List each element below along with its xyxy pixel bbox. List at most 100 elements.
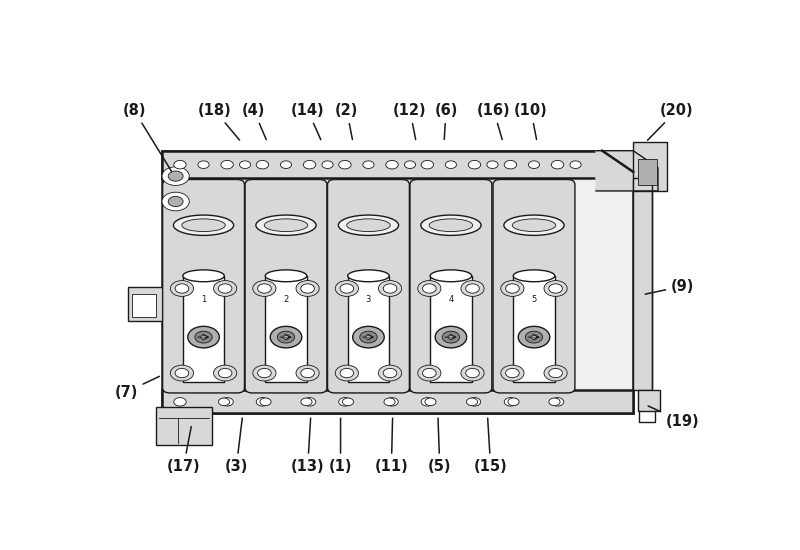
Ellipse shape — [429, 219, 473, 232]
Text: (5): (5) — [428, 418, 451, 474]
Circle shape — [353, 326, 384, 348]
FancyBboxPatch shape — [410, 179, 492, 393]
Circle shape — [384, 398, 395, 406]
Circle shape — [270, 326, 302, 348]
Text: (4): (4) — [242, 103, 266, 140]
Circle shape — [221, 161, 234, 169]
Circle shape — [386, 161, 398, 169]
Circle shape — [421, 161, 434, 169]
Circle shape — [174, 398, 186, 406]
Circle shape — [214, 365, 237, 381]
Circle shape — [466, 368, 479, 378]
Text: (17): (17) — [167, 427, 201, 474]
Circle shape — [239, 161, 250, 168]
Ellipse shape — [264, 219, 308, 232]
Circle shape — [549, 284, 562, 293]
Circle shape — [301, 398, 312, 406]
FancyBboxPatch shape — [493, 179, 575, 393]
Ellipse shape — [182, 219, 226, 232]
Circle shape — [214, 280, 237, 296]
Circle shape — [551, 161, 564, 169]
Circle shape — [529, 161, 539, 168]
Circle shape — [501, 280, 524, 296]
Circle shape — [466, 398, 478, 406]
Circle shape — [175, 368, 189, 378]
Bar — [514, 276, 554, 382]
Circle shape — [168, 171, 183, 181]
Text: 2: 2 — [283, 295, 289, 304]
Text: (7): (7) — [114, 376, 159, 400]
Circle shape — [418, 280, 441, 296]
Circle shape — [301, 284, 314, 293]
Circle shape — [506, 368, 519, 378]
Circle shape — [448, 335, 454, 339]
Circle shape — [303, 161, 316, 169]
Circle shape — [425, 398, 436, 406]
Circle shape — [466, 284, 479, 293]
Circle shape — [360, 331, 377, 343]
Bar — [634, 142, 667, 191]
FancyBboxPatch shape — [327, 179, 410, 393]
Circle shape — [335, 280, 358, 296]
Circle shape — [461, 365, 484, 381]
Circle shape — [442, 331, 459, 343]
Circle shape — [256, 398, 269, 406]
Circle shape — [218, 398, 230, 406]
Circle shape — [549, 398, 560, 406]
Circle shape — [378, 280, 402, 296]
Circle shape — [283, 335, 289, 339]
Bar — [182, 276, 224, 382]
Circle shape — [468, 398, 481, 406]
Circle shape — [174, 161, 186, 169]
Circle shape — [570, 161, 581, 168]
Circle shape — [221, 398, 234, 406]
Text: (13): (13) — [291, 418, 325, 474]
Ellipse shape — [256, 215, 316, 235]
Circle shape — [218, 284, 232, 293]
Circle shape — [544, 365, 567, 381]
Bar — [348, 276, 390, 382]
Text: (10): (10) — [514, 103, 548, 140]
Circle shape — [508, 398, 519, 406]
Circle shape — [218, 368, 232, 378]
Circle shape — [363, 161, 374, 168]
Ellipse shape — [182, 270, 224, 282]
Circle shape — [281, 161, 291, 168]
Ellipse shape — [174, 215, 234, 235]
Circle shape — [504, 398, 517, 406]
Circle shape — [168, 196, 183, 207]
Ellipse shape — [512, 219, 556, 232]
Circle shape — [296, 280, 319, 296]
Circle shape — [526, 331, 542, 343]
Text: (1): (1) — [329, 418, 352, 474]
Text: (2): (2) — [335, 103, 358, 140]
Circle shape — [175, 284, 189, 293]
Circle shape — [195, 331, 212, 343]
Circle shape — [253, 365, 276, 381]
Text: 1: 1 — [201, 295, 206, 304]
Ellipse shape — [504, 215, 564, 235]
Text: 3: 3 — [366, 295, 371, 304]
Circle shape — [506, 284, 519, 293]
Ellipse shape — [338, 215, 398, 235]
Text: (9): (9) — [646, 279, 694, 294]
Circle shape — [468, 161, 481, 169]
Circle shape — [170, 280, 194, 296]
Circle shape — [301, 368, 314, 378]
Bar — [638, 159, 657, 185]
Circle shape — [487, 161, 498, 168]
Circle shape — [435, 326, 466, 348]
Circle shape — [170, 365, 194, 381]
Circle shape — [322, 161, 333, 168]
Circle shape — [366, 335, 371, 339]
Circle shape — [260, 398, 271, 406]
Circle shape — [549, 368, 562, 378]
Circle shape — [201, 335, 206, 339]
Circle shape — [278, 331, 294, 343]
Text: (8): (8) — [122, 103, 172, 172]
Bar — [128, 288, 165, 321]
Ellipse shape — [346, 219, 390, 232]
Text: (18): (18) — [198, 103, 239, 140]
Text: (20): (20) — [647, 103, 694, 140]
Circle shape — [253, 280, 276, 296]
